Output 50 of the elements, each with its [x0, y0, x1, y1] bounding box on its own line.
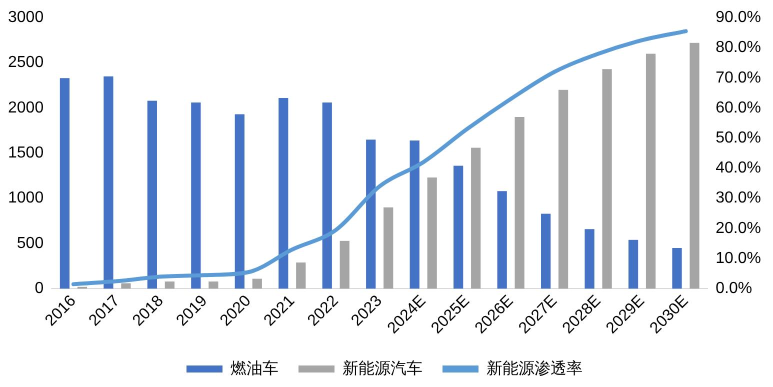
bar: [646, 54, 656, 289]
bar: [384, 207, 394, 289]
bar: [628, 240, 638, 289]
bar: [322, 102, 332, 289]
bar: [454, 166, 464, 289]
bar: [191, 102, 201, 289]
y-tick-label: 2000: [8, 99, 44, 116]
bar: [672, 248, 682, 289]
line-series: [71, 29, 688, 286]
bar: [121, 283, 131, 289]
bar: [410, 140, 420, 289]
bar: [208, 281, 218, 289]
bar: [60, 78, 70, 289]
legend-label: 新能源渗透率: [486, 359, 582, 378]
y-tick-label: 1500: [8, 144, 44, 162]
y2-tick-label: 40.0%: [716, 160, 762, 177]
y-tick-label: 2500: [8, 54, 44, 72]
y2-tick-label: 70.0%: [716, 69, 762, 86]
bar: [104, 76, 114, 289]
y2-tick-label: 20.0%: [716, 220, 762, 237]
bar: [234, 114, 244, 289]
bar: [296, 262, 306, 289]
y2-tick-label: 50.0%: [716, 130, 762, 146]
y2-tick-label: 0.0%: [716, 280, 752, 298]
bar: [278, 98, 288, 289]
y2-tick-label: 10.0%: [716, 250, 762, 267]
bar: [366, 140, 376, 289]
bar: [541, 214, 551, 289]
bar: [164, 281, 174, 289]
bar: [584, 229, 594, 289]
bar: [514, 117, 524, 289]
bar: [252, 278, 262, 289]
y2-tick-label: 90.0%: [716, 9, 762, 26]
bar: [147, 100, 157, 289]
y2-tick-label: 60.0%: [716, 99, 762, 116]
bar: [340, 240, 350, 289]
bar: [558, 90, 568, 289]
legend-label: 新能源汽车: [342, 359, 422, 378]
y-tick-label: 1000: [8, 190, 44, 207]
bar: [471, 148, 481, 289]
bar: [602, 69, 612, 289]
y-tick-label: 500: [16, 234, 44, 252]
bar: [427, 178, 437, 289]
y2-tick-label: 80.0%: [716, 39, 762, 56]
bar: [497, 191, 507, 289]
legend-label: 燃油车: [230, 359, 278, 378]
bar: [690, 42, 700, 289]
y2-tick-label: 30.0%: [716, 190, 762, 207]
y-tick-label: 0: [34, 280, 44, 298]
y-tick-label: 3000: [8, 9, 44, 26]
